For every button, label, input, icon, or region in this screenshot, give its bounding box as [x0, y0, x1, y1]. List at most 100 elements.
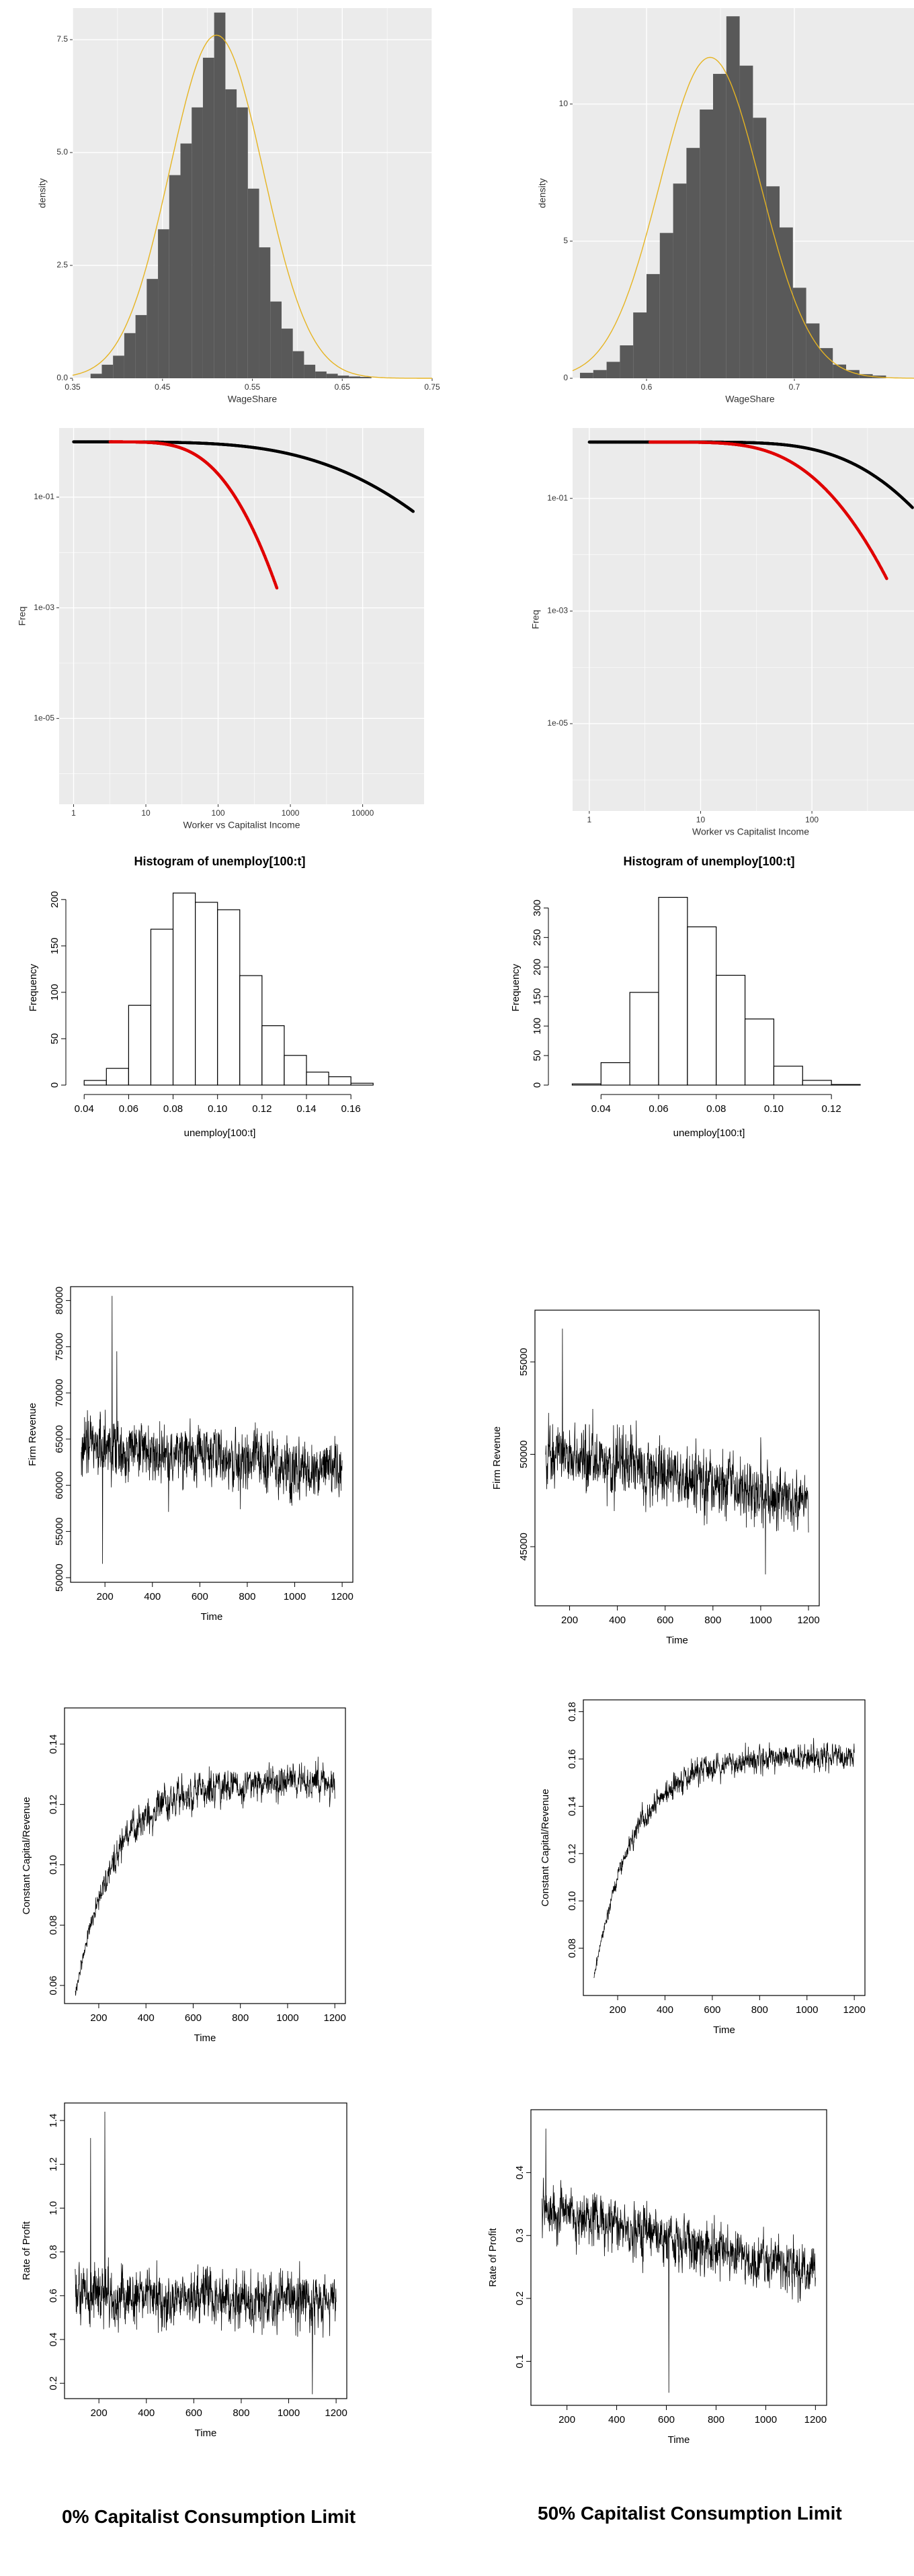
x-tick-label: 0.45: [155, 382, 171, 392]
histogram-bar: [819, 348, 833, 378]
x-tick-label: 0.55: [245, 382, 261, 392]
x-tick-label: 0.75: [424, 382, 440, 392]
y-axis-label: Freq: [530, 610, 541, 630]
histogram-bar: [633, 312, 647, 378]
y-tick-label: 0: [563, 373, 568, 382]
histogram-bar: [580, 372, 593, 378]
density-curve: [572, 56, 914, 379]
x-tick-label: 0.35: [65, 382, 81, 392]
histogram-bar: [101, 364, 114, 378]
x-tick-label: 100: [212, 808, 225, 818]
histogram-bar: [124, 333, 136, 378]
y-tick-label: 1e-05: [34, 714, 54, 723]
x-axis-label: Worker vs Capitalist Income: [692, 826, 809, 837]
y-tick-label: 5: [563, 236, 568, 245]
histogram-bar: [337, 375, 349, 378]
histogram-bar: [713, 73, 726, 378]
y-tick-label: 5.0: [56, 147, 68, 157]
histogram-bar: [169, 175, 181, 378]
histogram-bar: [247, 188, 259, 378]
histogram-bar: [349, 376, 360, 378]
y-axis-label: Freq: [17, 607, 28, 626]
histogram-bar: [147, 279, 159, 378]
red-series-points: [108, 440, 279, 590]
histogram-bar: [686, 148, 700, 378]
density-curve: [72, 34, 432, 379]
histogram-bar: [350, 1082, 374, 1086]
y-tick-label: 2.5: [56, 260, 68, 269]
histogram-bar: [726, 16, 740, 378]
histogram-bar: [766, 186, 780, 378]
histogram-bar: [673, 183, 687, 378]
y-tick-label: 1e-03: [547, 606, 568, 615]
histogram-bar: [292, 351, 304, 378]
x-tick-label: 10: [696, 815, 706, 824]
histogram-bar: [237, 107, 248, 378]
histogram-bar: [360, 376, 372, 378]
ccdf-point: [275, 587, 279, 590]
x-tick-label: 10: [141, 808, 151, 818]
histogram-bar: [647, 273, 660, 378]
plot-panel: [573, 428, 914, 811]
y-tick-label: 10: [559, 99, 569, 108]
histogram-bar: [270, 301, 282, 378]
x-tick-label: 0.04: [75, 1103, 94, 1115]
histogram-bar: [281, 329, 293, 378]
y-tick-label: 1e-01: [547, 493, 568, 503]
histogram-bar: [659, 232, 673, 378]
y-tick-label: 0.0: [56, 373, 68, 382]
histogram-bar: [792, 288, 806, 378]
chart-title: Histogram of unemploy[100:t]: [134, 855, 305, 868]
x-axis-label: WageShare: [228, 394, 278, 404]
x-tick-label: 0.06: [119, 1103, 138, 1115]
y-tick-label: 7.5: [56, 34, 68, 44]
histogram-bar: [304, 364, 316, 378]
histogram-bar: [202, 57, 214, 378]
histogram-bar: [780, 227, 793, 378]
histogram-bar: [284, 1055, 307, 1086]
histogram-bar: [806, 323, 820, 378]
x-tick-label: 0.65: [335, 382, 351, 392]
x-tick-label: 0.6: [641, 382, 653, 392]
y-axis-label: density: [537, 178, 548, 208]
ccdf-point: [411, 510, 415, 513]
histogram-bar: [593, 370, 607, 378]
red-series-points: [648, 440, 888, 581]
histogram-bar: [753, 118, 767, 378]
y-tick-label: 1e-01: [34, 492, 54, 501]
histogram-bar: [259, 247, 271, 378]
histogram-bar: [239, 975, 263, 1086]
x-tick-label: 0.08: [163, 1103, 183, 1115]
wageshare-density-chart-left: 0.35 0.45 0.55 0.65 0.75 0.0 2.5 5.0 7.5 WageShar…: [37, 8, 440, 404]
x-tick-label: 0.7: [789, 382, 800, 392]
ccdf-point: [911, 506, 914, 509]
histogram-bar: [195, 902, 218, 1086]
histogram-bar: [261, 1025, 285, 1086]
x-tick-label: 10000: [351, 808, 374, 818]
histogram-bar: [700, 110, 713, 378]
histogram-bar: [620, 345, 634, 378]
unemployment-histogram-left: Histogram of unemploy[100:t] 0.04 0.06 0.08…: [28, 855, 374, 1139]
histogram-bar: [180, 143, 192, 378]
histogram-bar: [158, 229, 169, 378]
histogram-bar: [83, 1080, 107, 1086]
histogram-bar: [739, 65, 753, 378]
plot-panel: [59, 428, 424, 804]
histogram-bar: [135, 314, 147, 378]
x-tick-label: 0.10: [208, 1103, 227, 1115]
x-axis-label: Worker vs Capitalist Income: [183, 820, 300, 830]
ccdf-point: [885, 577, 888, 581]
histogram-bar: [128, 1004, 152, 1086]
x-tick-label: 100: [805, 815, 819, 824]
histogram-bar: [90, 374, 102, 378]
histogram-bar: [192, 107, 203, 378]
histogram-bar: [106, 1068, 129, 1086]
histogram-bar: [846, 370, 860, 378]
y-tick-label: 1e-03: [34, 603, 54, 612]
histogram-bar: [859, 374, 873, 378]
histogram-bar: [113, 355, 124, 378]
histogram-bar: [172, 892, 196, 1086]
